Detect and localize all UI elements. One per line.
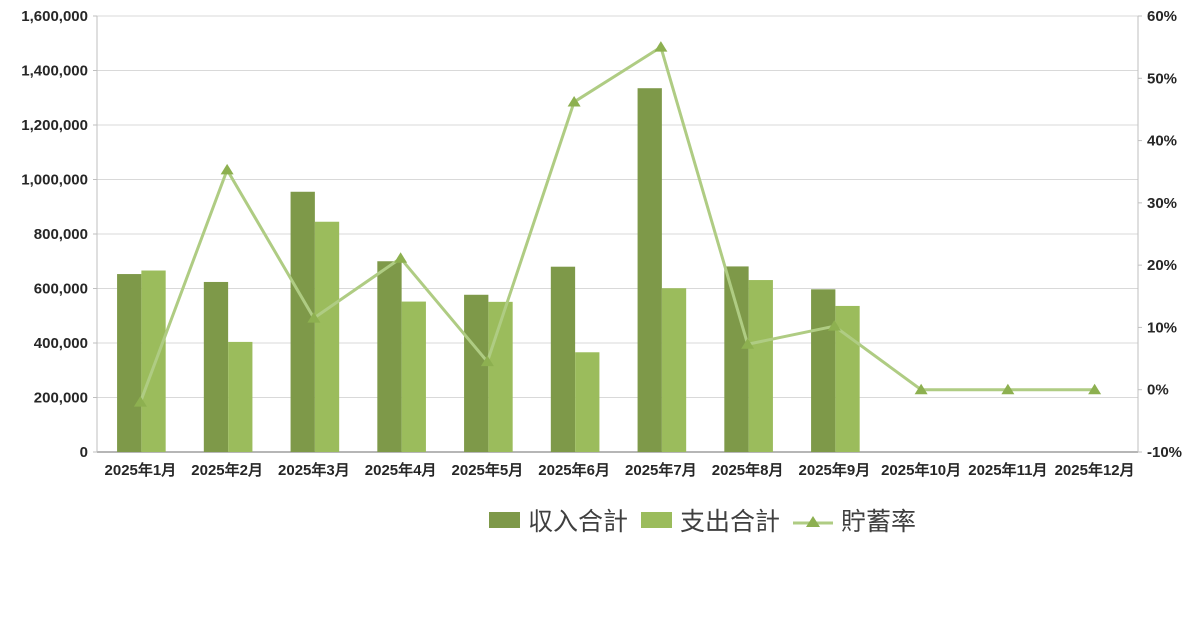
y-axis-tick-label: 1,400,000 [21,63,88,80]
y-axis-tick-label: 200,000 [34,390,88,407]
x-axis-label: 2025年10月 [881,461,961,479]
expense-bar [748,280,773,452]
x-axis-label: 2025年7月 [625,461,697,479]
expense-swatch-icon [641,512,673,528]
expense-bar [661,288,687,452]
income-bar [811,289,836,452]
savings-rate-marker [827,320,841,331]
x-axis-label: 2025年12月 [1055,461,1135,479]
y2-axis-tick-label: 0% [1147,382,1169,399]
income-bar [377,261,402,452]
income-bar [724,266,749,452]
savings-rate-marker [654,41,668,52]
legend-savings-rate-label: 貯蓄率 [841,509,917,536]
x-axis-label: 2025年9月 [799,461,871,479]
x-axis-label: 2025年2月 [191,461,263,479]
y2-axis-tick-label: 10% [1147,319,1177,336]
savings-rate-marker [394,252,408,263]
chart-legend: 収入合計 支出合計 貯蓄率 [489,502,916,538]
savings-rate-marker [480,355,494,367]
x-axis-label: 2025年6月 [538,461,610,479]
savings-rate-marker [133,396,147,407]
y2-axis-tick-label: 50% [1147,70,1177,87]
y-axis-tick-label: 600,000 [34,281,88,298]
savings-rate-marker [1088,383,1102,395]
income-bar [203,281,229,452]
savings-rate-marker [307,312,321,323]
legend-income-label: 収入合計 [528,509,629,536]
legend-expense-label: 支出合計 [680,509,781,536]
savings-rate-marker [220,163,234,175]
line-marker-swatch-icon [793,511,834,529]
expense-bar [228,341,253,452]
legend-item-income: 収入合計 [489,502,628,538]
y-axis-tick-label: 400,000 [34,335,88,352]
y-axis-tick-label: 1,000,000 [21,172,88,189]
x-axis-label: 2025年5月 [452,461,524,479]
expense-bar [575,352,600,452]
legend-item-expense: 支出合計 [641,502,780,538]
savings-rate-line [138,45,1095,403]
savings-rate-marker [914,383,928,395]
y-axis-tick-label: 800,000 [34,226,88,243]
x-axis-label: 2025年1月 [105,461,177,479]
savings-rate-marker [741,338,755,349]
x-axis-label: 2025年8月 [712,461,784,479]
y-axis-tick-label: 1,200,000 [21,117,88,134]
x-axis-label: 2025年3月 [278,461,350,479]
expense-bar [141,270,166,452]
savings-rate-marker [567,95,581,107]
income-swatch-icon [489,512,520,528]
savings-rate-marker [1001,383,1015,395]
income-bar [117,274,142,452]
legend-item-savings-rate: 貯蓄率 [793,502,916,538]
income-bar [464,294,489,452]
y2-axis-tick-label: 20% [1147,257,1177,274]
y2-axis-tick-label: 30% [1147,195,1177,212]
x-axis-label: 2025年11月 [968,461,1047,479]
expense-bar [401,301,426,452]
income-bar [637,88,662,453]
y2-axis-tick-label: -10% [1147,444,1182,461]
y-axis-tick-label: 1,600,000 [21,8,88,25]
expense-bar [314,221,340,452]
y-axis-tick-label: 0 [80,444,88,461]
y2-axis-tick-label: 60% [1147,8,1177,25]
y2-axis-tick-label: 40% [1147,133,1177,150]
x-axis-label: 2025年4月 [365,461,437,479]
income-bar [550,266,576,452]
